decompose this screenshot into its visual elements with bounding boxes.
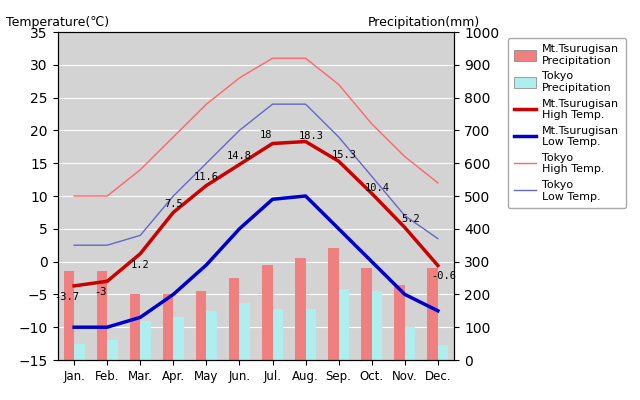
Bar <box>173 317 184 360</box>
Tokyo
High Temp. <box>236 76 243 80</box>
Mt.Tsurugisan
High Temp. <box>335 159 342 164</box>
Text: 10.4: 10.4 <box>365 182 390 192</box>
Bar <box>295 258 306 360</box>
Bar <box>404 327 415 360</box>
Mt.Tsurugisan
High Temp. <box>170 210 177 215</box>
Line: Mt.Tsurugisan
Low Temp.: Mt.Tsurugisan Low Temp. <box>74 196 438 327</box>
Bar <box>372 291 382 360</box>
Text: 14.8: 14.8 <box>227 151 252 161</box>
Tokyo
Low Temp. <box>136 233 144 238</box>
Mt.Tsurugisan
Low Temp. <box>434 308 442 313</box>
Bar <box>97 272 107 360</box>
Tokyo
Low Temp. <box>202 161 210 166</box>
Tokyo
Low Temp. <box>434 236 442 241</box>
Tokyo
Low Temp. <box>302 102 310 106</box>
Mt.Tsurugisan
High Temp. <box>202 183 210 188</box>
Mt.Tsurugisan
Low Temp. <box>269 197 276 202</box>
Tokyo
Low Temp. <box>170 194 177 198</box>
Mt.Tsurugisan
Low Temp. <box>103 325 111 330</box>
Bar <box>239 303 250 360</box>
Tokyo
Low Temp. <box>70 243 78 248</box>
Bar <box>339 290 349 360</box>
Mt.Tsurugisan
High Temp. <box>434 263 442 268</box>
Text: 5.2: 5.2 <box>401 214 420 224</box>
Tokyo
Low Temp. <box>103 243 111 248</box>
Bar <box>63 272 74 360</box>
Mt.Tsurugisan
High Temp. <box>302 139 310 144</box>
Legend: Mt.Tsurugisan
Precipitation, Tokyo
Precipitation, Mt.Tsurugisan
High Temp., Mt.T: Mt.Tsurugisan Precipitation, Tokyo Preci… <box>508 38 626 208</box>
Tokyo
High Temp. <box>103 194 111 198</box>
Bar <box>438 345 449 360</box>
Bar <box>229 278 239 360</box>
Bar <box>130 294 140 360</box>
Bar <box>361 268 372 360</box>
Tokyo
High Temp. <box>136 167 144 172</box>
Mt.Tsurugisan
Low Temp. <box>401 292 408 297</box>
Mt.Tsurugisan
Low Temp. <box>136 315 144 320</box>
Bar <box>428 268 438 360</box>
Mt.Tsurugisan
Low Temp. <box>368 259 376 264</box>
Mt.Tsurugisan
High Temp. <box>236 162 243 167</box>
Tokyo
High Temp. <box>434 180 442 185</box>
Text: 18.3: 18.3 <box>299 131 324 141</box>
Bar <box>394 284 404 360</box>
Bar <box>140 321 151 360</box>
Bar <box>306 309 316 360</box>
Bar <box>262 265 273 360</box>
Bar <box>74 344 84 360</box>
Bar <box>107 340 118 360</box>
Tokyo
High Temp. <box>70 194 78 198</box>
Text: Temperature(℃): Temperature(℃) <box>6 16 109 29</box>
Tokyo
High Temp. <box>302 56 310 61</box>
Mt.Tsurugisan
Low Temp. <box>335 226 342 231</box>
Text: 1.2: 1.2 <box>131 260 150 270</box>
Bar <box>273 309 283 360</box>
Tokyo
Low Temp. <box>236 128 243 133</box>
Text: -3: -3 <box>94 287 106 297</box>
Mt.Tsurugisan
High Temp. <box>368 191 376 196</box>
Text: Precipitation(mm): Precipitation(mm) <box>368 16 480 29</box>
Text: 18: 18 <box>259 130 272 140</box>
Text: -3.7: -3.7 <box>54 292 80 302</box>
Line: Tokyo
Low Temp.: Tokyo Low Temp. <box>74 104 438 245</box>
Tokyo
Low Temp. <box>269 102 276 106</box>
Mt.Tsurugisan
Low Temp. <box>70 325 78 330</box>
Text: -0.6: -0.6 <box>431 272 456 282</box>
Tokyo
High Temp. <box>170 134 177 139</box>
Tokyo
High Temp. <box>202 102 210 106</box>
Mt.Tsurugisan
Low Temp. <box>170 292 177 297</box>
Tokyo
Low Temp. <box>401 213 408 218</box>
Mt.Tsurugisan
High Temp. <box>136 251 144 256</box>
Tokyo
Low Temp. <box>368 174 376 179</box>
Mt.Tsurugisan
Low Temp. <box>236 226 243 231</box>
Bar <box>206 311 217 360</box>
Line: Mt.Tsurugisan
High Temp.: Mt.Tsurugisan High Temp. <box>74 142 438 286</box>
Tokyo
High Temp. <box>368 122 376 126</box>
Tokyo
High Temp. <box>401 154 408 159</box>
Mt.Tsurugisan
High Temp. <box>401 225 408 230</box>
Mt.Tsurugisan
High Temp. <box>103 279 111 284</box>
Tokyo
High Temp. <box>335 82 342 87</box>
Bar <box>163 294 173 360</box>
Mt.Tsurugisan
High Temp. <box>269 141 276 146</box>
Bar <box>328 248 339 360</box>
Bar <box>196 291 206 360</box>
Mt.Tsurugisan
Low Temp. <box>202 262 210 267</box>
Text: 7.5: 7.5 <box>164 199 182 209</box>
Tokyo
High Temp. <box>269 56 276 61</box>
Mt.Tsurugisan
High Temp. <box>70 284 78 288</box>
Text: 11.6: 11.6 <box>194 172 219 182</box>
Line: Tokyo
High Temp.: Tokyo High Temp. <box>74 58 438 196</box>
Mt.Tsurugisan
Low Temp. <box>302 194 310 198</box>
Text: 15.3: 15.3 <box>332 150 356 160</box>
Tokyo
Low Temp. <box>335 134 342 139</box>
